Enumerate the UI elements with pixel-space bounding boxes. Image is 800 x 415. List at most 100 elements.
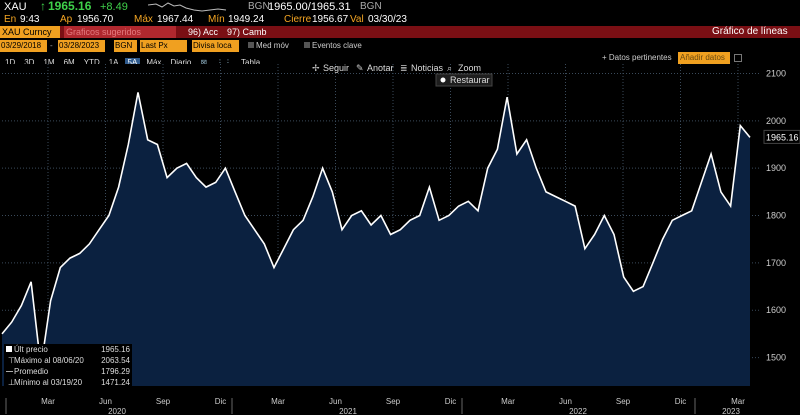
actions-menu[interactable]: 96) Acc bbox=[188, 27, 219, 37]
x-year-label: 2021 bbox=[339, 407, 357, 415]
bid-ask: 1965.00/1965.31 bbox=[268, 1, 351, 13]
legend-label: Últ precio bbox=[14, 345, 48, 354]
y-tick-label: 1900 bbox=[766, 163, 786, 173]
zoom-icon[interactable]: ⌕ bbox=[447, 64, 452, 73]
last-price-tag: 1965.16 bbox=[763, 129, 800, 144]
x-month-label: Jun bbox=[329, 397, 342, 406]
legend-item-last: Últ precio 1965.16 bbox=[4, 344, 132, 355]
legend-label: Promedio bbox=[14, 367, 49, 376]
currency-select[interactable]: Divisa loca bbox=[192, 40, 239, 52]
tab-6m[interactable]: 6M bbox=[63, 58, 75, 67]
legend-value: 1796.29 bbox=[101, 367, 130, 376]
quote-row: En 9:43 Ap 1956.70 Máx 1967.44 Mín 1949.… bbox=[0, 14, 800, 26]
tab-5a[interactable]: 5A bbox=[124, 58, 141, 68]
field-select[interactable]: Last Px bbox=[140, 40, 187, 52]
ticker-header: XAU ↑ 1965.16 +8.49 BGN 1965.00/1965.31 … bbox=[0, 0, 800, 14]
legend-value: 1471.24 bbox=[101, 378, 130, 387]
bid-source: BGN bbox=[248, 1, 270, 12]
reset-button-box[interactable] bbox=[435, 73, 493, 87]
annotate-button[interactable]: Anotar bbox=[367, 64, 394, 73]
y-tick-label: 2100 bbox=[766, 68, 786, 78]
news-icon[interactable]: ≣ bbox=[400, 64, 408, 73]
chart-style-icon[interactable]: ⋮⋮ bbox=[216, 58, 233, 67]
x-month-label: Mar bbox=[41, 397, 55, 406]
legend-label: Máximo al 08/06/20 bbox=[14, 356, 84, 365]
price-chart[interactable]: 1500 1600 1700 1800 1900 2000 2100 Mar Jun Sep Di… bbox=[0, 64, 800, 415]
tab-ytd[interactable]: YTD bbox=[83, 58, 100, 67]
x-year-label: 2023 bbox=[722, 407, 740, 415]
x-month-label: Mar bbox=[501, 397, 515, 406]
x-month-label: Jun bbox=[559, 397, 572, 406]
high-label: Máx bbox=[134, 14, 153, 25]
low-label: Mín bbox=[208, 14, 225, 25]
ask-source: BGN bbox=[360, 1, 382, 12]
x-year-label: 2020 bbox=[108, 407, 126, 415]
reset-button[interactable]: Restaurar bbox=[450, 75, 490, 85]
end-date-input[interactable]: 03/28/2023 bbox=[58, 40, 105, 52]
avg-marker-icon bbox=[6, 371, 13, 372]
function-bar: XAU Curncy Graficos sugeridos 96) Acc 97… bbox=[0, 26, 800, 38]
arrow-up-icon: ↑ bbox=[40, 0, 46, 13]
start-date-input[interactable]: 03/29/2018 bbox=[0, 40, 47, 52]
settings-row: 03/29/2018 - 03/28/2023 BGN Last Px Divi… bbox=[0, 40, 362, 52]
zoom-button[interactable]: Zoom bbox=[458, 64, 481, 73]
last-price-tag-text: 1965.16 bbox=[766, 132, 799, 142]
y-tick-label: 1600 bbox=[766, 305, 786, 315]
change-menu[interactable]: 97) Camb bbox=[227, 27, 267, 37]
window-icon[interactable] bbox=[734, 54, 742, 62]
time-value: 9:43 bbox=[20, 14, 40, 25]
period-select[interactable]: Diario bbox=[170, 58, 192, 67]
line-chart-icon[interactable]: ⊠ bbox=[200, 58, 208, 67]
follow-icon[interactable]: ✢ bbox=[312, 64, 320, 73]
annotate-icon[interactable]: ✎ bbox=[356, 64, 364, 73]
news-button[interactable]: Noticias bbox=[411, 64, 444, 73]
add-data-input[interactable]: Añadir datos bbox=[678, 52, 730, 64]
pertinent-data-button[interactable]: + Datos pertinentes bbox=[602, 53, 672, 62]
x-month-label: Sep bbox=[616, 397, 631, 406]
key-events-label: Eventos clave bbox=[312, 41, 362, 50]
sparkline-line bbox=[148, 2, 227, 12]
min-marker-icon: ⊥ bbox=[8, 378, 15, 387]
x-month-label: Dic bbox=[215, 397, 227, 406]
last-price-tag-box bbox=[763, 129, 800, 144]
y-axis: 1500 1600 1700 1800 1900 2000 2100 bbox=[766, 68, 786, 362]
reset-icon[interactable] bbox=[440, 77, 446, 83]
tab-1d[interactable]: 1D bbox=[5, 58, 16, 67]
open-value: 1956.70 bbox=[77, 14, 114, 25]
sparkline bbox=[148, 2, 227, 12]
val-label: Val bbox=[350, 14, 364, 25]
max-marker-icon: ⊤ bbox=[8, 356, 15, 365]
x-month-label: Mar bbox=[731, 397, 745, 406]
chart-legend: Últ precio 1965.16 ⊤ Máximo al 08/06/20 … bbox=[4, 344, 132, 390]
moving-avg-label: Med móv bbox=[256, 41, 289, 50]
x-month-label: Sep bbox=[156, 397, 171, 406]
price-line bbox=[1, 92, 751, 368]
low-value: 1949.24 bbox=[228, 14, 265, 25]
follow-button[interactable]: Seguir bbox=[323, 64, 349, 73]
legend-item-min: ⊥ Mínimo al 03/19/20 1471.24 bbox=[4, 377, 132, 388]
moving-avg-checkbox[interactable] bbox=[248, 42, 254, 48]
range-tabs: 1D 3D 1M 6M YTD 1A 5A Máx Diario ⊠ ⋮⋮ Tabla bbox=[2, 52, 266, 70]
y-tick-label: 1500 bbox=[766, 353, 786, 363]
price-change: +8.49 bbox=[100, 1, 128, 13]
suggested-charts-field[interactable]: Graficos sugeridos bbox=[64, 26, 176, 38]
time-label: En bbox=[4, 14, 17, 25]
x-axis: Mar Jun Sep Dic Mar Jun Sep Dic Mar Jun Sep Dic Mar2… bbox=[5, 397, 745, 415]
security-field[interactable]: XAU Curncy bbox=[0, 26, 60, 38]
tab-max[interactable]: Máx bbox=[146, 58, 162, 67]
x-month-label: Mar bbox=[271, 397, 285, 406]
source-input[interactable]: BGN bbox=[114, 40, 137, 52]
x-month-label: Dic bbox=[675, 397, 687, 406]
tab-1m[interactable]: 1M bbox=[43, 58, 55, 67]
x-month-label: Jun bbox=[99, 397, 112, 406]
tab-3d[interactable]: 3D bbox=[24, 58, 35, 67]
close-label: Cierre bbox=[284, 14, 312, 25]
legend-item-avg: Promedio 1796.29 bbox=[4, 366, 132, 377]
key-events-checkbox[interactable] bbox=[304, 42, 310, 48]
y-tick-label: 1800 bbox=[766, 211, 786, 221]
legend-value: 1965.16 bbox=[101, 345, 130, 354]
tab-1a[interactable]: 1A bbox=[108, 58, 119, 67]
legend-swatch bbox=[6, 346, 12, 352]
table-button[interactable]: Tabla bbox=[241, 58, 261, 67]
chart-toolbar: ✢ Seguir ✎ Anotar ≣ Noticias ⌕ Zoom Rest… bbox=[312, 64, 493, 87]
